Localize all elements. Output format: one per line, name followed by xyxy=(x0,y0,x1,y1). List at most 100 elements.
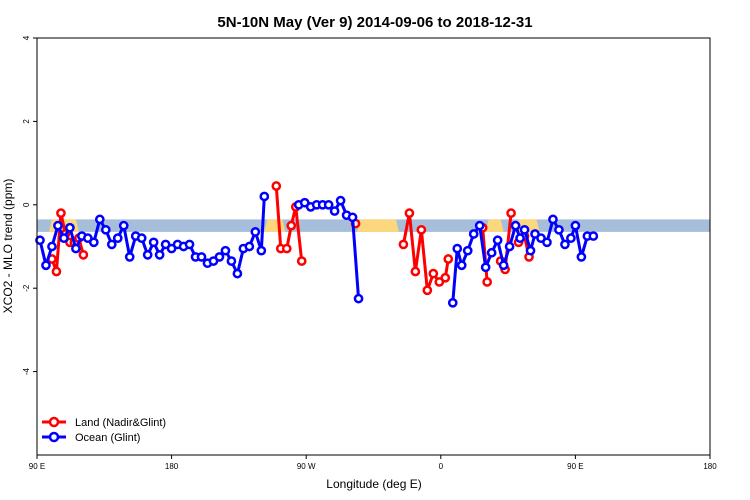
ocean-point xyxy=(100,224,111,235)
ocean-point xyxy=(474,220,485,231)
ocean-point xyxy=(542,237,552,248)
axes-ticks: -4 -2 0 2 4 90 E 180 90 W 0 90 E 180 xyxy=(22,35,717,471)
legend-land-label: Land (Nadir&Glint) xyxy=(75,417,166,429)
y-tick-label: 4 xyxy=(22,35,31,40)
ocean-point xyxy=(118,220,129,231)
x-axis-title: Longitude (deg E) xyxy=(326,477,421,491)
legend: Land (Nadir&Glint) Ocean (Glint) xyxy=(42,416,166,444)
ocean-point xyxy=(480,262,491,273)
ocean-point xyxy=(447,297,458,308)
ocean-point xyxy=(566,233,576,244)
x-tick-label: 90 W xyxy=(297,462,316,471)
ocean-point xyxy=(335,195,346,206)
ocean-point xyxy=(504,241,515,252)
ocean-point xyxy=(47,241,57,252)
ocean-point xyxy=(498,260,509,271)
ocean-point xyxy=(462,245,473,256)
land-point xyxy=(51,266,62,277)
ocean-point xyxy=(259,191,270,202)
land-point xyxy=(271,181,282,191)
land-series-line xyxy=(274,185,304,262)
ocean-point xyxy=(53,220,63,231)
ocean-point xyxy=(519,224,530,235)
ocean-point xyxy=(468,229,479,239)
ocean-point xyxy=(220,245,231,256)
y-tick-label: -4 xyxy=(22,367,31,375)
land-point xyxy=(78,249,89,260)
land-point xyxy=(416,224,427,235)
ocean-point xyxy=(65,222,75,233)
reference-band xyxy=(37,219,710,232)
ocean-point xyxy=(323,199,334,210)
land-point xyxy=(286,220,297,231)
ocean-point xyxy=(214,252,225,262)
ocean-point xyxy=(560,239,570,250)
band-land-segment xyxy=(357,219,399,232)
ocean-point xyxy=(244,241,255,252)
ocean-point xyxy=(136,233,147,244)
ocean-point xyxy=(112,233,123,244)
ocean-point xyxy=(525,245,536,256)
x-tick-label: 0 xyxy=(439,462,444,471)
chart-title: 5N-10N May (Ver 9) 2014-09-06 to 2018-12… xyxy=(217,14,532,31)
ocean-point xyxy=(452,243,463,254)
ocean-point xyxy=(59,233,69,244)
land-point xyxy=(404,208,415,218)
ocean-point xyxy=(492,235,503,246)
ocean-point xyxy=(570,220,581,231)
ocean-point xyxy=(88,237,99,248)
land-point xyxy=(281,243,292,254)
ocean-point xyxy=(196,252,207,262)
ocean-point xyxy=(347,212,358,223)
legend-ocean-label: Ocean (Glint) xyxy=(75,432,140,444)
land-point xyxy=(410,266,421,277)
ocean-point xyxy=(184,239,195,250)
ocean-point xyxy=(232,268,243,279)
ocean-point xyxy=(256,245,267,256)
y-tick-label: 0 xyxy=(22,202,31,207)
y-axis-title: XCO2 - MLO trend (ppm) xyxy=(1,179,15,314)
ocean-point xyxy=(588,231,599,241)
ocean-point xyxy=(94,214,105,225)
ocean-point xyxy=(250,227,261,237)
ocean-point xyxy=(510,220,521,231)
ocean-point xyxy=(71,243,81,254)
x-tick-label: 180 xyxy=(165,462,179,471)
ocean-point xyxy=(106,239,117,250)
land-point xyxy=(506,208,516,218)
legend-ocean-marker xyxy=(48,431,60,443)
ocean-point xyxy=(576,252,587,262)
x-tick-label: 90 E xyxy=(29,462,45,471)
ocean-point xyxy=(142,249,153,260)
x-tick-label: 180 xyxy=(703,462,717,471)
ocean-point xyxy=(554,224,564,235)
series-lines xyxy=(35,181,599,308)
ocean-point xyxy=(35,235,45,246)
land-point xyxy=(56,208,66,218)
ocean-point xyxy=(148,237,159,248)
ocean-point xyxy=(124,252,135,262)
legend-land-marker xyxy=(48,416,60,428)
ocean-point xyxy=(548,214,558,225)
ocean-point xyxy=(515,233,525,244)
land-point xyxy=(398,239,409,250)
ocean-point xyxy=(41,260,51,271)
y-tick-label: -2 xyxy=(22,284,31,292)
land-point xyxy=(422,285,433,296)
land-point xyxy=(443,254,454,264)
ocean-point xyxy=(329,206,340,216)
ocean-point xyxy=(486,247,497,258)
band-land-segment xyxy=(264,219,286,232)
ocean-point xyxy=(456,260,467,271)
land-point xyxy=(296,256,307,266)
y-tick-label: 2 xyxy=(22,119,31,124)
land-point xyxy=(428,268,439,279)
ocean-point xyxy=(353,293,364,304)
ocean-point xyxy=(226,256,237,266)
x-tick-label: 90 E xyxy=(567,462,583,471)
land-point xyxy=(482,277,493,287)
band-land-segment xyxy=(485,219,504,232)
plot-frame xyxy=(36,37,711,456)
ocean-point xyxy=(154,249,165,260)
